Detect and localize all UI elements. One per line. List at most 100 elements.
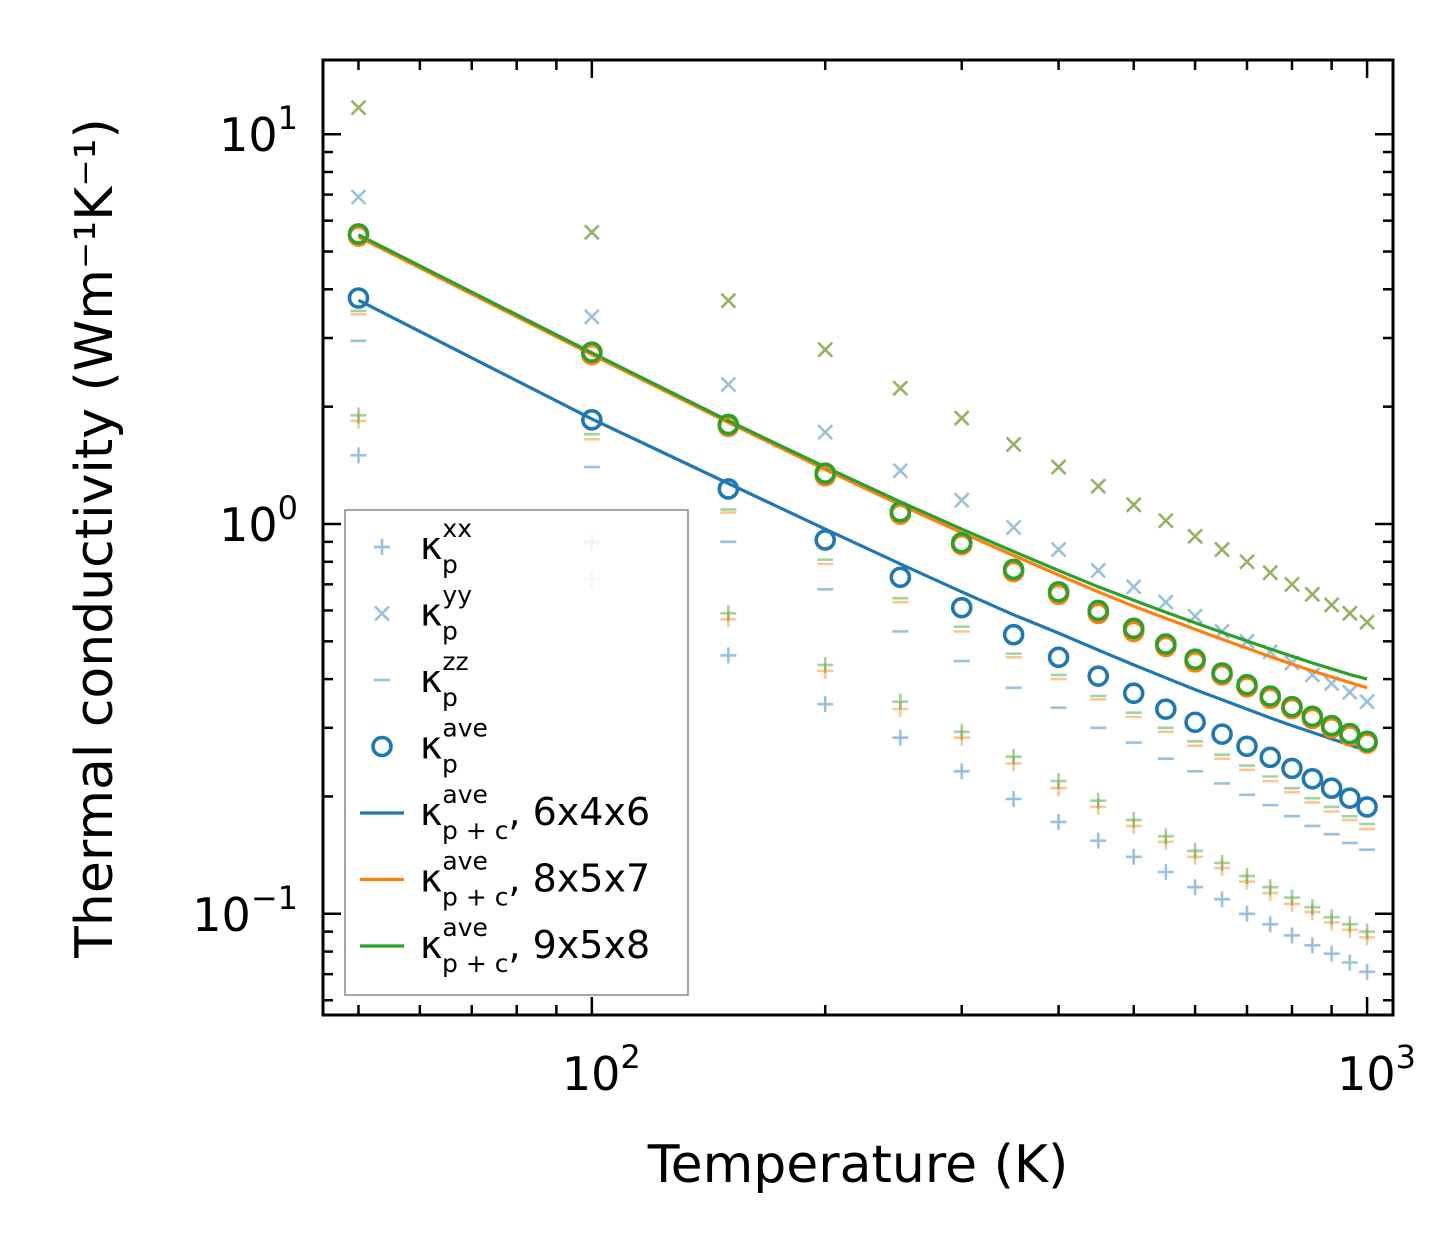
legend-label: κzz p [420,647,469,712]
plus-marker [1050,773,1067,790]
plus-marker [1187,848,1204,865]
cross-marker [1323,596,1340,613]
cross-marker [1359,693,1376,710]
plus-marker [720,605,737,622]
circle-marker [1155,698,1177,720]
circle-marker [1320,777,1343,799]
plus-marker [1214,854,1231,871]
cross-marker [1050,459,1067,475]
x-tick-label: 102 [562,1038,641,1101]
cross-marker [1125,578,1142,595]
plus-marker [1323,914,1340,931]
series-kp_ave_9x5x8 [347,223,1378,753]
legend-label: κave p + c, 8x5x7 [420,847,650,912]
plus-marker [1323,945,1340,962]
circle-marker [1002,558,1025,581]
circle-marker [1122,682,1145,705]
cross-marker [953,410,970,426]
series-kpc_ave_9x5x8 [357,233,1368,681]
cross-marker [720,376,737,393]
legend-entry: κzz p [374,647,469,712]
cross-marker [1262,564,1279,581]
circle-marker [1087,599,1110,622]
cross-marker [350,189,367,205]
cross-marker [817,424,834,441]
series-kp_yy_9x5x8 [350,99,1376,631]
circle-marker [1047,646,1070,669]
plus-marker [1050,780,1067,797]
circle-marker [950,531,973,554]
plus-marker [1090,792,1107,809]
legend-entry: κave p + c, 8x5x7 [360,847,650,912]
plus-marker [1005,755,1022,772]
plus-marker [953,723,970,740]
circle-marker [1211,662,1233,684]
plus-marker [1239,905,1256,922]
cross-marker [1005,519,1022,536]
circle-marker [1356,730,1378,753]
plus-marker [892,693,909,710]
plus-marker [1304,904,1321,921]
plus-marker [817,696,834,713]
cross-marker [374,605,390,622]
plus-marker [1157,828,1174,845]
circle-marker [581,409,603,431]
axis-ticks [323,60,1393,1015]
plus-marker [1239,873,1256,890]
plus-marker [817,662,834,679]
cross-marker [1157,594,1174,611]
cross-marker [1341,684,1358,701]
plus-marker [1283,889,1300,906]
series-kpc_ave_6x4x6 [357,298,1368,753]
plus-marker [1359,923,1376,940]
plot-frame [321,58,1395,1017]
circle-marker [1184,711,1206,734]
circle-marker [581,341,603,363]
plus-marker [1283,927,1300,944]
x-tick-label: 103 [1337,1038,1416,1101]
plus-marker [1359,963,1376,980]
plus-marker [1157,864,1174,881]
y-axis-label: Thermal conductivity (Wm⁻¹K⁻¹) [65,118,125,959]
y-tick-label: 100 [219,489,298,552]
series-line [357,298,1368,753]
circle-marker [1259,746,1282,769]
cross-marker [1090,478,1107,495]
circle-marker [1236,673,1258,696]
series-kp_zz_9x5x8 [350,309,1376,826]
circle-marker [1356,796,1378,818]
series-kp_ave_6x4x6 [347,287,1378,818]
circle-marker [1236,735,1258,758]
circle-marker [814,529,837,551]
plus-marker [1187,879,1204,896]
cross-marker [583,308,600,325]
y-tick-label: 101 [219,99,298,162]
cross-marker [1005,436,1022,453]
cross-marker [1090,562,1107,579]
circle-marker [717,413,740,436]
plus-marker [1157,833,1174,850]
legend-label: κave p [420,714,488,779]
legend-entry: κave p + c, 9x5x8 [360,913,650,978]
plus-marker [1262,879,1279,896]
plus-marker [1323,909,1340,926]
circle-marker [1281,757,1303,780]
legend-entry: κyy p [374,581,472,646]
plus-marker [1090,798,1107,815]
circle-marker [1339,787,1361,809]
legend-entry: κave p + c, 6x4x6 [360,780,650,845]
circle-marker [347,287,370,309]
plus-marker [720,647,737,664]
plus-marker [953,729,970,746]
cross-marker [953,492,970,509]
plus-marker [350,447,367,464]
legend-label: κave p + c, 6x4x6 [420,780,650,845]
series-kp_xx_9x5x8 [350,407,1376,940]
circle-marker [950,596,973,619]
plus-marker [720,611,737,628]
series-line [357,235,1368,690]
plus-marker [1283,895,1300,912]
plus-marker [1341,921,1358,938]
circle-marker [1002,623,1025,646]
plus-marker [1125,848,1142,865]
